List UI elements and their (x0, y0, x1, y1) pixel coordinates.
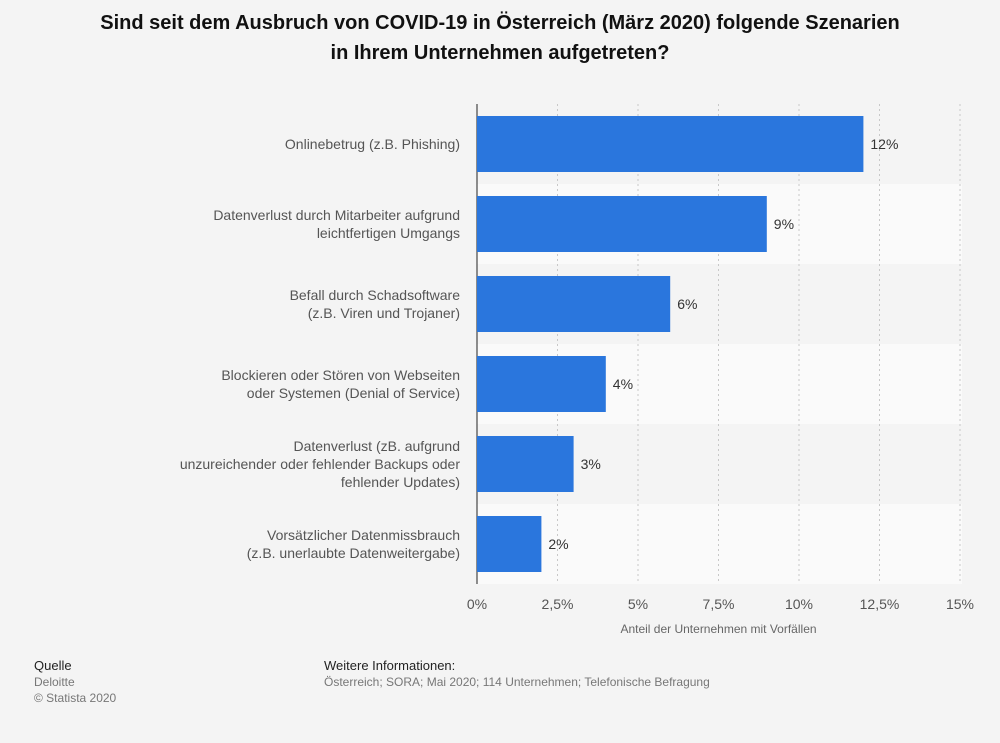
category-label-line: (z.B. unerlaubte Datenweitergabe) (247, 545, 460, 561)
data-label: 9% (774, 216, 794, 232)
x-tick-label: 10% (785, 596, 813, 612)
gridlines (476, 104, 961, 584)
data-label: 12% (870, 136, 898, 152)
row-bands (477, 104, 962, 584)
source-block: Quelle Deloitte © Statista 2020 (34, 658, 116, 706)
x-axis-title: Anteil der Unternehmen mit Vorfällen (620, 622, 816, 636)
category-label: Onlinebetrug (z.B. Phishing) (285, 136, 460, 152)
data-labels: 12% 9% 6% 4% 3% 2% (548, 136, 898, 552)
category-label-line: Onlinebetrug (z.B. Phishing) (285, 136, 460, 152)
bar (477, 116, 864, 172)
bar (477, 516, 542, 572)
x-tick-label: 5% (628, 596, 648, 612)
category-label-line: Datenverlust (zB. aufgrund (293, 438, 460, 454)
bar-chart: Onlinebetrug (z.B. Phishing) Datenverlust… (180, 104, 974, 636)
bar (477, 196, 767, 252)
source-heading: Quelle (34, 658, 72, 673)
x-axis-ticks: 0% 2,5% 5% 7,5% 10% 12,5% 15% (467, 596, 974, 612)
category-label-line: Datenverlust durch Mitarbeiter aufgrund (213, 207, 460, 223)
x-tick-label: 7,5% (703, 596, 735, 612)
bar (477, 276, 671, 332)
info-text: Österreich; SORA; Mai 2020; 114 Unterneh… (324, 675, 710, 689)
data-label: 2% (548, 536, 568, 552)
category-label-line: fehlender Updates) (341, 474, 460, 490)
category-label-line: Befall durch Schadsoftware (290, 287, 461, 303)
x-tick-label: 0% (467, 596, 487, 612)
category-label: Blockieren oder Stören von Webseiten oder… (221, 367, 460, 401)
category-label: Datenverlust durch Mitarbeiter aufgrund l… (213, 207, 460, 241)
chart-title-line-1: Sind seit dem Ausbruch von COVID-19 in Ö… (100, 12, 900, 34)
data-label: 4% (613, 376, 633, 392)
data-label: 6% (677, 296, 697, 312)
category-label-line: unzureichender oder fehlender Backups od… (180, 456, 461, 472)
x-tick-label: 15% (946, 596, 974, 612)
data-label: 3% (581, 456, 601, 472)
chart-title-line-2: in Ihrem Unternehmen aufgetreten? (330, 42, 670, 64)
category-label-line: Blockieren oder Stören von Webseiten (221, 367, 460, 383)
chart-title: Sind seit dem Ausbruch von COVID-19 in Ö… (40, 8, 960, 68)
source-line-1: Deloitte (34, 675, 75, 689)
category-label-line: (z.B. Viren und Trojaner) (308, 305, 460, 321)
x-tick-label: 2,5% (542, 596, 574, 612)
source-line-2: © Statista 2020 (34, 691, 117, 705)
category-label-line: oder Systemen (Denial of Service) (247, 385, 460, 401)
bar (477, 436, 574, 492)
category-label-line: leichtfertigen Umgangs (317, 225, 460, 241)
info-block: Weitere Informationen: Österreich; SORA;… (324, 658, 710, 690)
bars (477, 116, 864, 572)
category-label: Datenverlust (zB. aufgrund unzureichender… (180, 438, 461, 490)
category-label-line: Vorsätzlicher Datenmissbrauch (267, 527, 460, 543)
bar (477, 356, 606, 412)
category-labels: Onlinebetrug (z.B. Phishing) Datenverlust… (180, 136, 461, 561)
category-label: Vorsätzlicher Datenmissbrauch (z.B. unerl… (247, 527, 460, 561)
category-label: Befall durch Schadsoftware (z.B. Viren un… (290, 287, 461, 321)
info-heading: Weitere Informationen: (324, 658, 456, 673)
x-tick-label: 12,5% (860, 596, 900, 612)
